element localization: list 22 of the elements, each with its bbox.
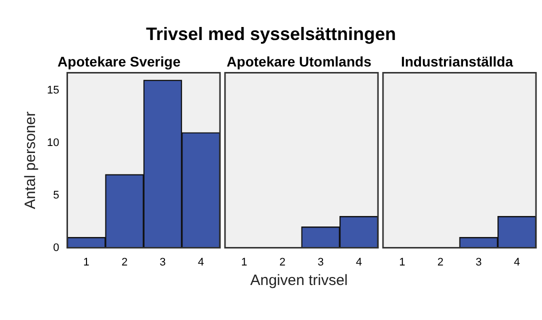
text: Trivsel med sysselsättningen — [144, 24, 398, 45]
x-tick-label: 1 — [399, 256, 406, 268]
x-tick-label: 1 — [83, 256, 90, 268]
chart-subtitle: Industrianställda — [400, 53, 514, 70]
x-tick-label: 2 — [279, 256, 286, 268]
y-tick-label: 5 — [53, 189, 60, 202]
x-tick-label: 4 — [198, 256, 204, 268]
x-axis-title: Angiven trivsel — [249, 272, 349, 289]
y-axis-title: Antal personer — [22, 112, 40, 210]
chart-subtitle: Apotekare Sverige — [58, 53, 181, 70]
x-tick-label: 4 — [514, 256, 520, 268]
x-tick-label: 3 — [476, 256, 482, 268]
y-tick-label: 10 — [46, 137, 60, 150]
x-tick-label: 2 — [121, 256, 128, 268]
x-tick-label: 1 — [241, 256, 248, 268]
x-tick-label: 3 — [160, 256, 166, 268]
y-tick-label: 0 — [53, 242, 60, 254]
y-tick-label: 15 — [46, 84, 60, 97]
x-tick-label: 3 — [318, 256, 324, 268]
x-tick-label: 4 — [356, 256, 362, 268]
chart-subtitle: Apotekare Utomlands — [226, 53, 372, 70]
x-tick-label: 2 — [437, 256, 444, 268]
